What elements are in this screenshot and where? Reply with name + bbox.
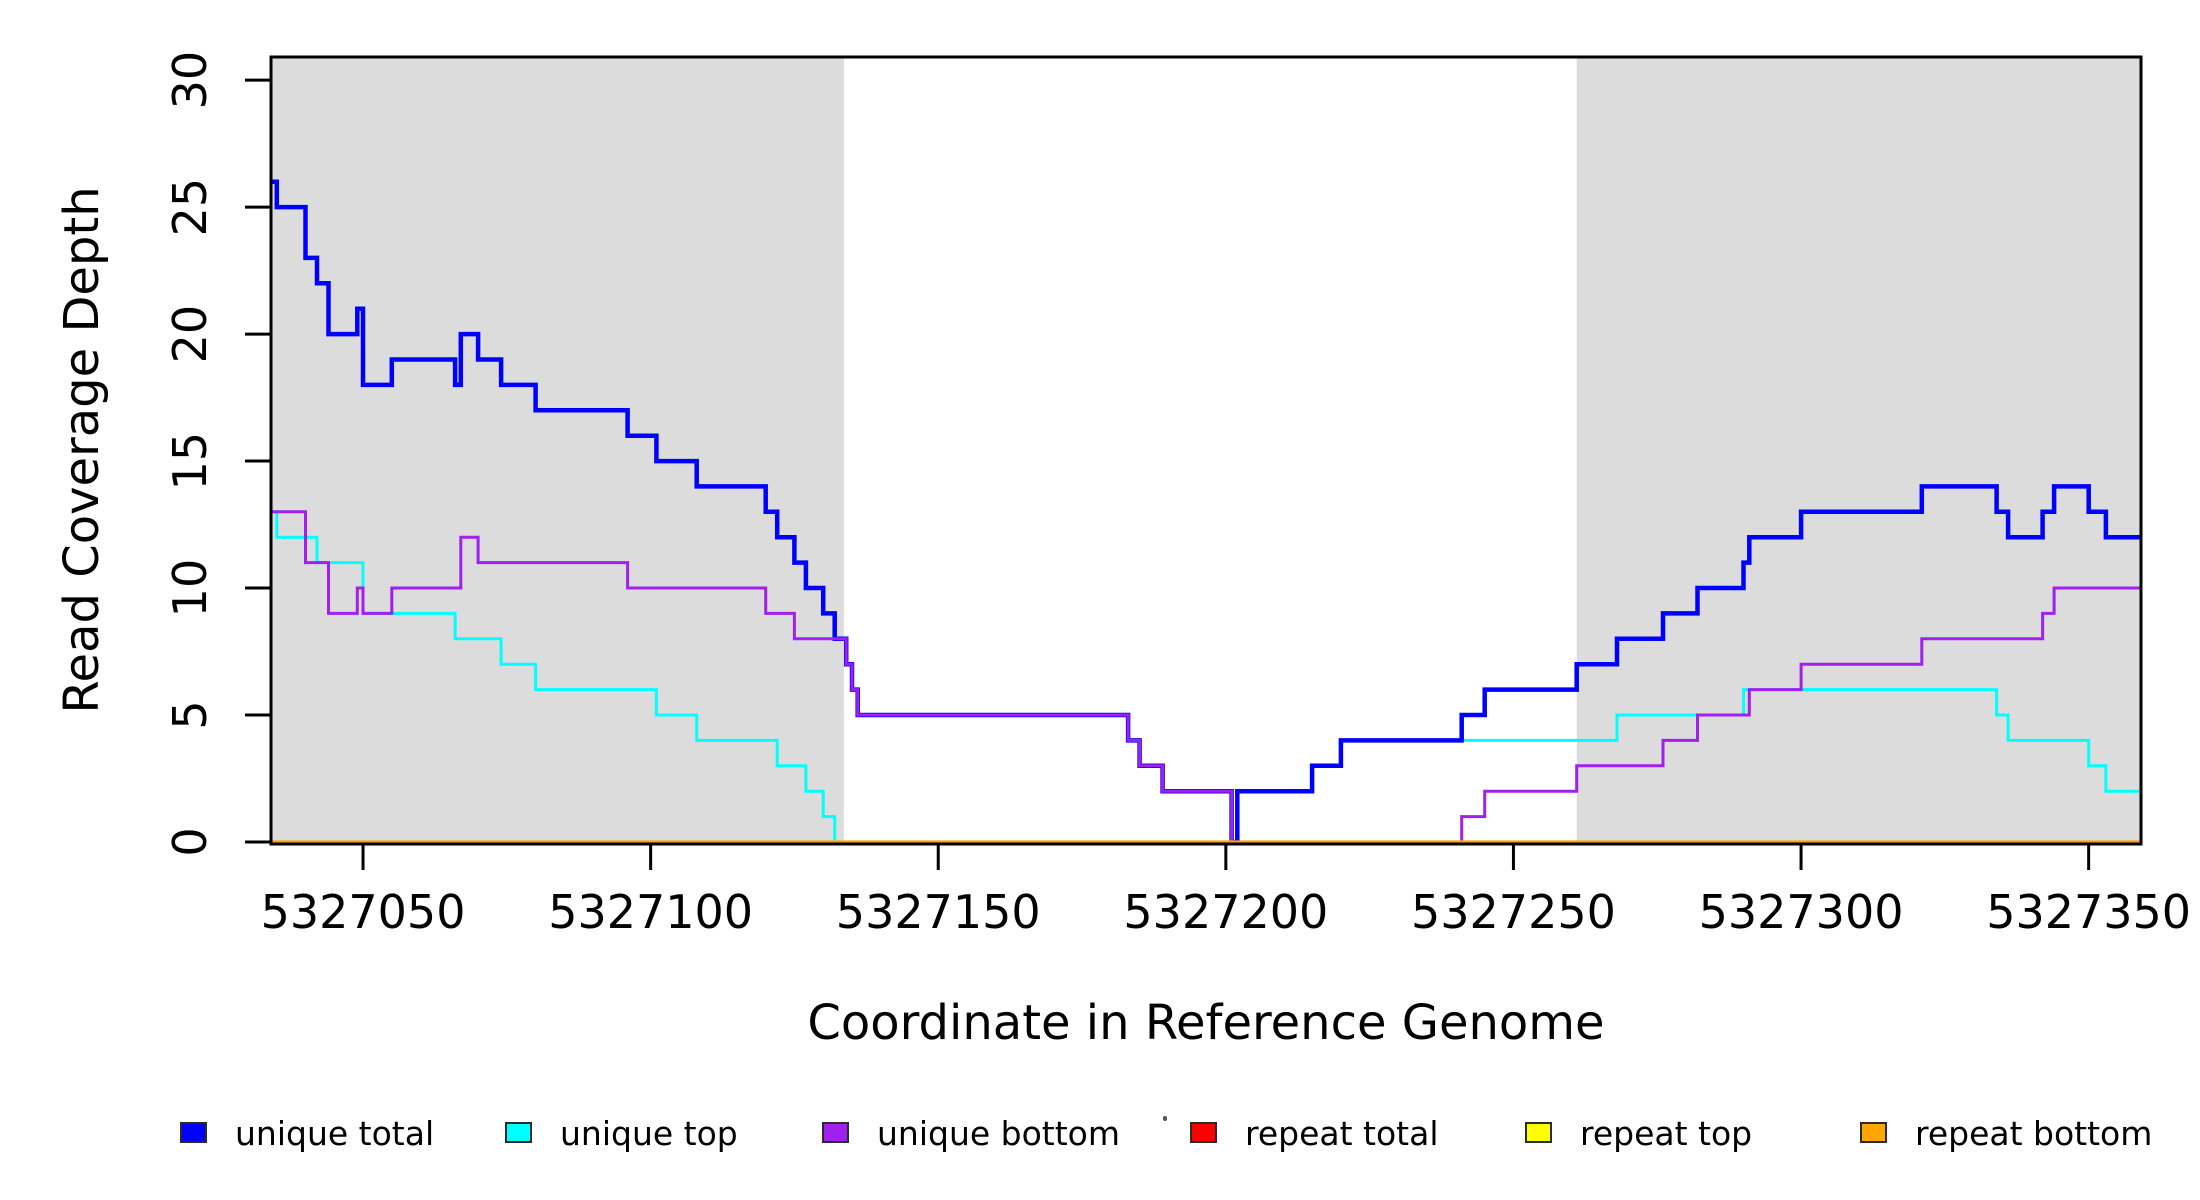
legend-label: repeat bottom	[1915, 1114, 2153, 1153]
y-tick-label: 15	[163, 432, 217, 491]
legend-label: repeat total	[1245, 1114, 1439, 1153]
y-tick-label: 30	[163, 51, 217, 110]
stray-dot	[1163, 1116, 1167, 1121]
plot-border	[269, 55, 2143, 846]
legend-swatch-icon	[1525, 1122, 1552, 1143]
series-line-unique-bottom	[271, 510, 2141, 844]
x-tick-label: 5327250	[1411, 885, 1616, 939]
shaded-region-2	[1576, 57, 2141, 843]
legend-swatch-icon	[822, 1122, 849, 1143]
y-tick-label: 20	[163, 305, 217, 364]
legend-label: unique top	[560, 1114, 738, 1153]
shaded-region-1	[271, 57, 844, 843]
x-tick-label: 5327100	[548, 885, 753, 939]
legend-swatch-icon	[180, 1122, 207, 1143]
x-tick-label: 5327300	[1699, 885, 1904, 939]
x-tick-label: 5327150	[836, 885, 1041, 939]
x-tick-label: 5327050	[261, 885, 466, 939]
legend-label: unique bottom	[877, 1114, 1121, 1153]
x-tick-label: 5327350	[1986, 885, 2191, 939]
series-line-unique-top	[271, 510, 2141, 844]
legend-label: repeat top	[1580, 1114, 1753, 1153]
legend-swatch-icon	[505, 1122, 532, 1143]
legend-label: unique total	[235, 1114, 435, 1153]
y-tick-label: 5	[163, 700, 217, 729]
y-axis-title: Read Coverage Depth	[54, 186, 110, 714]
y-tick-label: 10	[163, 559, 217, 618]
y-tick-label: 25	[163, 178, 217, 237]
legend-swatch-icon	[1860, 1122, 1887, 1143]
y-tick-label: 0	[163, 827, 217, 856]
legend-swatch-icon	[1190, 1122, 1217, 1143]
x-axis-title: Coordinate in Reference Genome	[807, 995, 1605, 1051]
x-tick-label: 5327200	[1123, 885, 1328, 939]
legend: unique total unique top unique bottom repea…	[0, 1108, 2200, 1168]
